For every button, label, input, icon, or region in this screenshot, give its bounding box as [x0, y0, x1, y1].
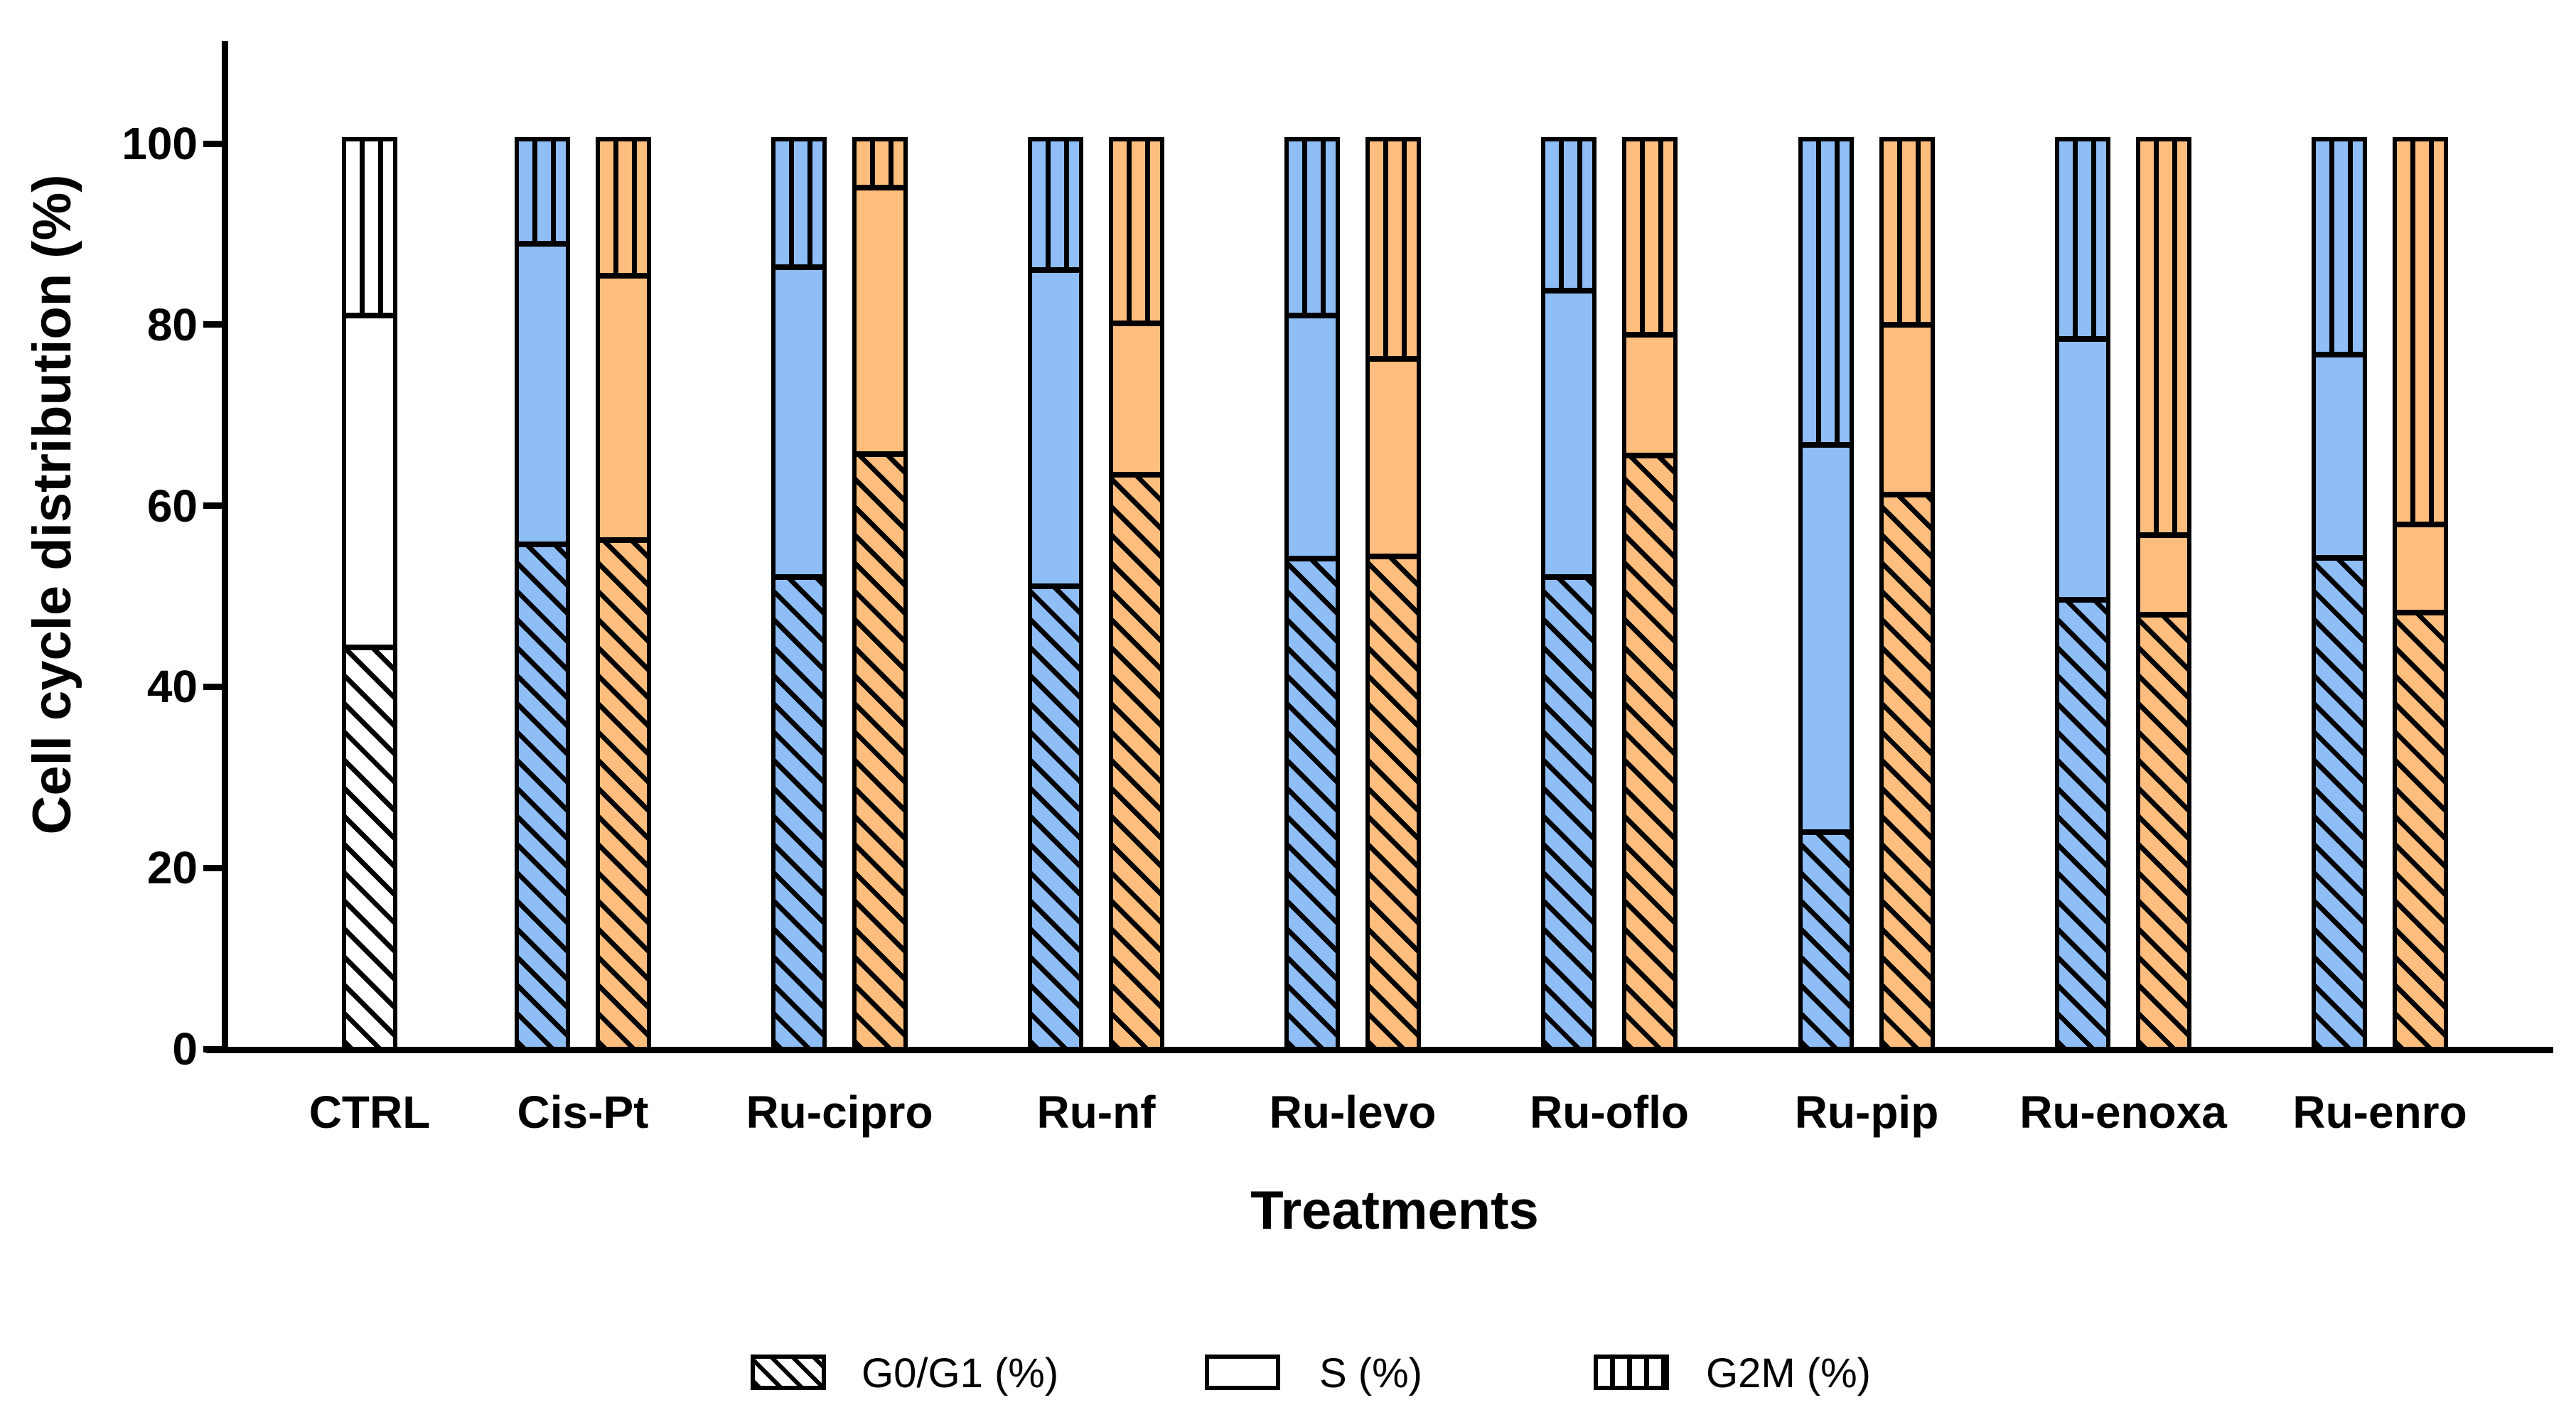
segment-g2m — [2397, 141, 2444, 522]
bar-Ru-pip-orange — [1879, 137, 1935, 1051]
x-category-label: Ru-pip — [1794, 1087, 1939, 1138]
y-tick — [203, 321, 225, 328]
segment-g2m — [1113, 141, 1160, 321]
bar-Ru-nf-orange — [1109, 137, 1164, 1051]
x-category-label: Cis-Pt — [517, 1087, 649, 1138]
y-axis-title: Cell cycle distribution (%) — [22, 174, 82, 835]
segment-g0g1 — [1626, 453, 1673, 1047]
segment-g0g1 — [1113, 472, 1160, 1047]
bar-Cis-Pt-orange — [596, 137, 651, 1051]
bar-Cis-Pt-blue — [515, 137, 570, 1051]
segment-g2m — [1370, 141, 1417, 356]
segment-g2m — [2140, 141, 2187, 533]
y-tick-label: 60 — [146, 480, 198, 532]
segment-g0g1 — [857, 451, 903, 1047]
segment-g0g1 — [1803, 829, 1850, 1047]
legend-swatch-g0g1-icon — [751, 1355, 826, 1390]
segment-g0g1 — [1289, 556, 1336, 1047]
bar-Ru-enro-orange — [2393, 137, 2448, 1051]
y-tick — [203, 502, 225, 510]
segment-s — [2140, 532, 2187, 612]
x-category-label: Ru-levo — [1269, 1087, 1437, 1138]
x-axis-title: Treatments — [1250, 1180, 1539, 1241]
legend-label-g2m: G2M (%) — [1706, 1350, 1871, 1396]
segment-g2m — [519, 141, 566, 242]
y-tick — [203, 1045, 225, 1052]
segment-g0g1 — [600, 537, 647, 1047]
segment-g0g1 — [1370, 553, 1417, 1047]
segment-g0g1 — [346, 645, 393, 1047]
y-tick-label: 80 — [146, 298, 198, 350]
segment-g0g1 — [1032, 583, 1079, 1047]
bar-CTRL-control — [342, 137, 397, 1051]
segment-g2m — [857, 141, 903, 185]
segment-s — [346, 312, 393, 645]
bar-Ru-levo-orange — [1365, 137, 1421, 1051]
segment-g2m — [2316, 141, 2363, 352]
segment-g2m — [2059, 141, 2106, 336]
segment-g0g1 — [1545, 574, 1592, 1047]
segment-g2m — [1289, 141, 1336, 313]
segment-g0g1 — [2316, 555, 2363, 1047]
segment-s — [1032, 267, 1079, 583]
bar-Ru-oflo-blue — [1541, 137, 1596, 1051]
segment-g2m — [1545, 141, 1592, 289]
segment-g0g1 — [519, 542, 566, 1047]
legend-label-g0g1: G0/G1 (%) — [862, 1350, 1059, 1396]
segment-s — [776, 264, 822, 574]
bar-Ru-enro-blue — [2312, 137, 2367, 1051]
segment-g2m — [1626, 141, 1673, 332]
segment-g0g1 — [776, 574, 822, 1047]
segment-s — [2316, 351, 2363, 556]
segment-g2m — [346, 141, 393, 313]
bar-Ru-oflo-orange — [1622, 137, 1678, 1051]
y-tick-label: 40 — [146, 661, 198, 713]
segment-g0g1 — [2059, 596, 2106, 1047]
segment-g0g1 — [2397, 609, 2444, 1047]
bar-Ru-enoxa-orange — [2136, 137, 2191, 1051]
y-tick — [203, 140, 225, 147]
segment-s — [2059, 335, 2106, 597]
y-tick-label: 100 — [122, 118, 198, 169]
y-tick-label: 20 — [146, 842, 198, 894]
segment-g2m — [1803, 141, 1850, 442]
x-category-label: Ru-oflo — [1530, 1087, 1689, 1138]
segment-s — [1545, 288, 1592, 574]
bar-Ru-pip-blue — [1798, 137, 1854, 1051]
y-axis — [222, 41, 228, 1053]
segment-s — [1626, 331, 1673, 453]
x-category-label: Ru-nf — [1036, 1087, 1156, 1138]
bar-Ru-cipro-blue — [771, 137, 827, 1051]
segment-g2m — [600, 141, 647, 273]
bar-Ru-nf-blue — [1028, 137, 1083, 1051]
x-category-label: Ru-enro — [2292, 1087, 2467, 1138]
bar-Ru-cipro-orange — [852, 137, 908, 1051]
segment-g0g1 — [2140, 612, 2187, 1047]
segment-g2m — [776, 141, 822, 265]
legend-label-s: S (%) — [1319, 1350, 1422, 1396]
y-tick — [203, 683, 225, 690]
x-category-label: Ru-cipro — [746, 1087, 933, 1138]
y-tick-label: 0 — [172, 1023, 198, 1075]
segment-s — [1803, 441, 1850, 829]
segment-s — [600, 272, 647, 537]
legend-swatch-g2m-icon — [1594, 1355, 1669, 1390]
segment-s — [2397, 522, 2444, 610]
y-tick — [203, 864, 225, 871]
segment-s — [1113, 321, 1160, 472]
bar-Ru-enoxa-blue — [2055, 137, 2110, 1051]
segment-g2m — [1032, 141, 1079, 268]
segment-s — [1370, 355, 1417, 554]
x-category-label: CTRL — [308, 1087, 431, 1138]
segment-s — [857, 185, 903, 451]
segment-s — [519, 241, 566, 542]
segment-g2m — [1884, 141, 1931, 322]
legend-swatch-s-icon — [1205, 1355, 1280, 1390]
bar-Ru-levo-blue — [1284, 137, 1340, 1051]
segment-g0g1 — [1884, 492, 1931, 1047]
x-category-label: Ru-enoxa — [2019, 1087, 2227, 1138]
segment-s — [1289, 312, 1336, 556]
segment-s — [1884, 321, 1931, 492]
